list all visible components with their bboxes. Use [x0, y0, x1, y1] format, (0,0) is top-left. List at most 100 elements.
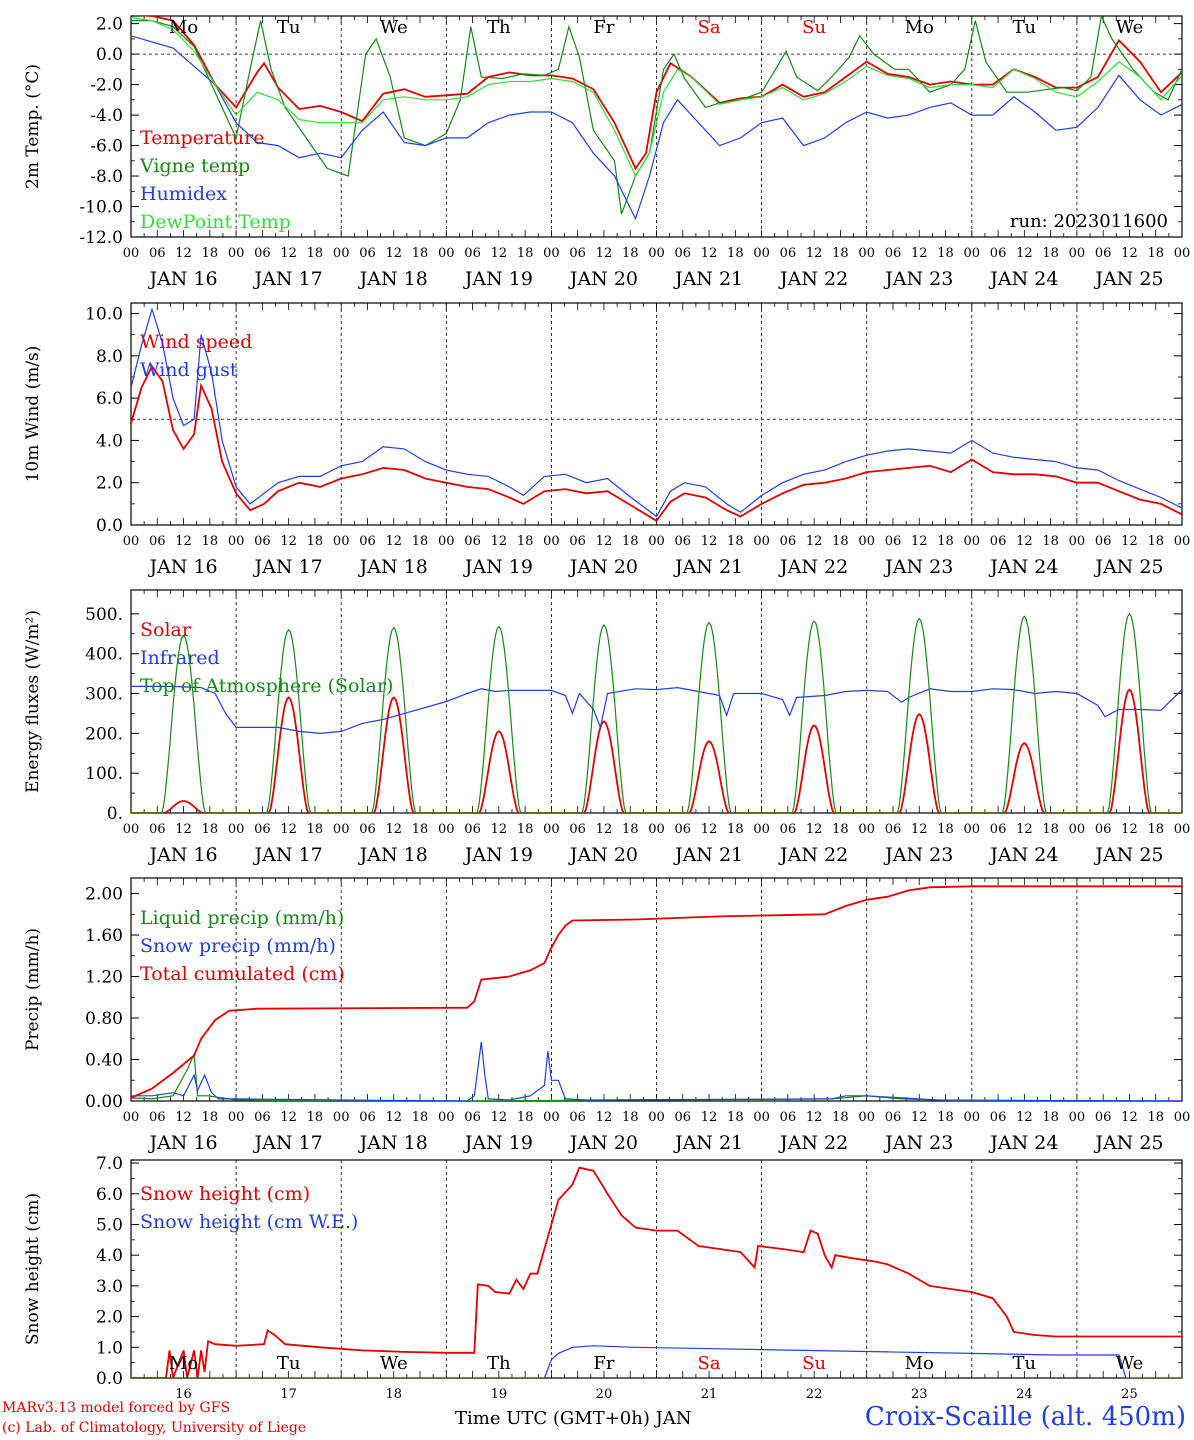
legend-entry: Total cumulated (cm)	[140, 963, 345, 985]
hour-tick-label: 00	[964, 822, 981, 837]
hour-tick-label: 18	[202, 822, 219, 837]
hour-tick-label: 12	[1121, 1110, 1138, 1125]
legend-entry: Solar	[140, 619, 192, 641]
hour-tick-label: 00	[438, 1110, 455, 1125]
hour-tick-label: 18	[1147, 534, 1164, 549]
day-label: JAN 21	[673, 1132, 743, 1154]
hour-tick-label: 06	[675, 534, 692, 549]
y-axis-label: Precip (mm/h)	[23, 928, 43, 1051]
hour-tick-label: 18	[937, 246, 954, 261]
y-tick-label: -8.0	[90, 167, 123, 187]
hour-tick-label: 12	[280, 246, 297, 261]
legend-entry: Wind speed	[140, 331, 252, 353]
hour-tick-label: 06	[254, 246, 271, 261]
hour-tick-label: 00	[964, 246, 981, 261]
y-tick-label: 2.0	[96, 1308, 123, 1328]
hour-tick-label: 06	[359, 822, 376, 837]
hour-tick-label: 12	[596, 246, 613, 261]
hour-tick-label: 12	[175, 246, 192, 261]
weekday-label-top: Sa	[698, 17, 721, 38]
hour-tick-label: 06	[780, 1110, 797, 1125]
y-tick-label: -12.0	[79, 228, 123, 248]
hour-tick-label: 12	[491, 534, 508, 549]
hour-tick-label: 00	[648, 1110, 665, 1125]
day-label: JAN 16	[147, 1132, 217, 1154]
hour-tick-label: 00	[1069, 822, 1086, 837]
hour-tick-label: 18	[412, 534, 429, 549]
hour-tick-label: 06	[780, 246, 797, 261]
hour-tick-label: 12	[385, 246, 402, 261]
series-line-top-of-atmosphere-solar-	[131, 612, 1182, 813]
series-line-wind-gust	[131, 307, 1182, 518]
day-label: JAN 22	[778, 844, 848, 866]
hour-tick-label: 06	[149, 534, 166, 549]
hour-tick-label: 12	[491, 246, 508, 261]
day-label: JAN 20	[568, 1132, 638, 1154]
hour-tick-label: 00	[753, 534, 770, 549]
legend-entry: DewPoint Temp	[140, 211, 291, 233]
hour-tick-label: 12	[491, 822, 508, 837]
day-label: JAN 23	[883, 556, 953, 578]
weekday-label-bottom: We	[380, 1353, 408, 1374]
hour-tick-label: 00	[858, 822, 875, 837]
hour-tick-label: 00	[858, 246, 875, 261]
hour-tick-label: 12	[911, 822, 928, 837]
day-label: JAN 25	[1093, 268, 1163, 290]
day-label: JAN 20	[568, 268, 638, 290]
day-label: JAN 18	[358, 1132, 428, 1154]
y-tick-label: 0.40	[85, 1051, 123, 1071]
y-tick-label: 10.0	[85, 305, 123, 325]
hour-tick-label: 00	[1069, 1110, 1086, 1125]
hour-tick-label: 06	[149, 822, 166, 837]
day-label: JAN 22	[778, 268, 848, 290]
day-label: JAN 17	[253, 556, 323, 578]
hour-tick-label: 00	[543, 1110, 560, 1125]
hour-tick-label: 18	[307, 822, 324, 837]
hour-tick-label: 18	[517, 246, 534, 261]
station-name: Croix-Scaille (alt. 450m)	[864, 1402, 1186, 1432]
hour-tick-label: 12	[911, 1110, 928, 1125]
series-line-vigne-temp	[131, 16, 1182, 215]
legend-entry: Infrared	[140, 647, 220, 669]
hour-tick-label: 00	[1069, 246, 1086, 261]
hour-tick-label: 12	[491, 1110, 508, 1125]
hour-tick-label: 00	[543, 534, 560, 549]
hour-tick-label: 18	[832, 534, 849, 549]
y-tick-label: 8.0	[96, 347, 123, 367]
hour-tick-label: 12	[280, 534, 297, 549]
day-label: JAN 16	[147, 268, 217, 290]
legend-entry: Snow height (cm)	[140, 1183, 310, 1205]
hour-tick-label: 06	[254, 822, 271, 837]
y-tick-label: -10.0	[79, 198, 123, 218]
hour-tick-label: 00	[228, 246, 245, 261]
y-axis-label: Snow height (cm)	[23, 1193, 43, 1345]
hour-tick-label: 18	[832, 1110, 849, 1125]
series-line-temperature	[139, 16, 1182, 171]
hour-tick-label: 06	[464, 1110, 481, 1125]
hour-tick-label: 12	[1121, 534, 1138, 549]
weekday-label-bottom: Tu	[277, 1353, 301, 1374]
y-tick-label: -4.0	[90, 106, 123, 126]
hour-tick-label: 12	[280, 1110, 297, 1125]
hour-tick-label: 00	[333, 534, 350, 549]
weekday-label-bottom: Tu	[1013, 1353, 1037, 1374]
day-label: JAN 18	[358, 268, 428, 290]
hour-tick-label: 12	[1016, 822, 1033, 837]
hour-tick-label: 12	[1121, 246, 1138, 261]
hour-tick-label: 12	[806, 822, 823, 837]
hour-tick-label: 12	[701, 534, 718, 549]
hour-tick-label: 12	[596, 1110, 613, 1125]
hour-tick-label: 06	[569, 246, 586, 261]
y-tick-label: 0.0	[96, 1369, 123, 1389]
hour-tick-label: 06	[359, 246, 376, 261]
day-label: JAN 23	[883, 268, 953, 290]
hour-tick-label: 06	[254, 534, 271, 549]
y-tick-label: 0.0	[96, 516, 123, 536]
weekday-label-top: Th	[487, 17, 511, 38]
hour-tick-label: 00	[753, 246, 770, 261]
hour-tick-label: 18	[727, 246, 744, 261]
day-label: JAN 24	[988, 268, 1058, 290]
day-label: JAN 25	[1093, 1132, 1163, 1154]
y-axis-label: 10m Wind (m/s)	[23, 346, 43, 483]
series-line-snow-height-cm-	[131, 1166, 1182, 1378]
